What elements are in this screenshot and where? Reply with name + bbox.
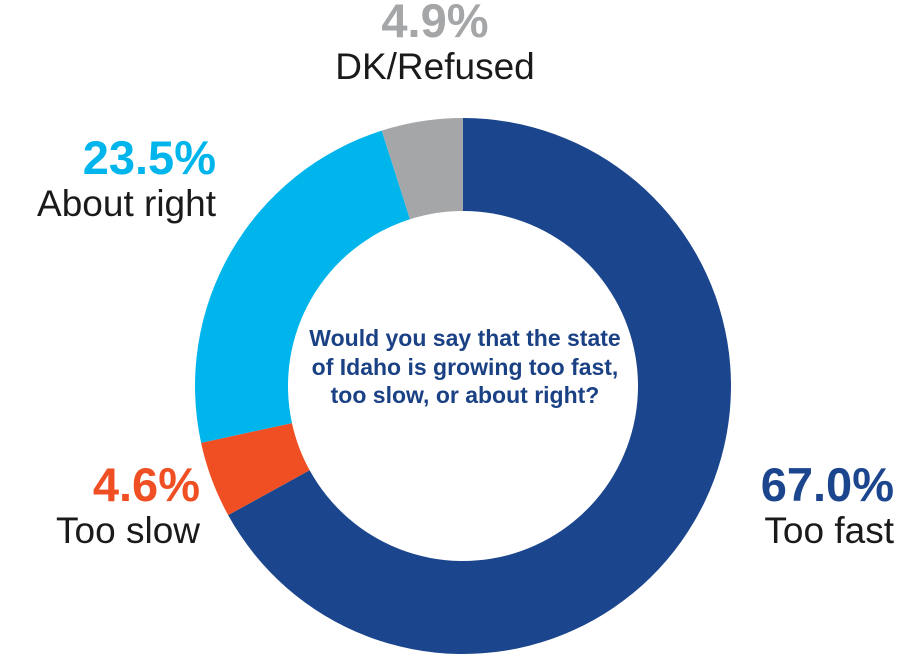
category-label-about-right: About right <box>37 183 216 224</box>
slice-label-dk-refused: 4.9% DK/Refused <box>300 0 570 88</box>
slice-label-about-right: 23.5% About right <box>0 133 216 225</box>
chart-title: Would you say that the state of Idaho is… <box>309 325 621 408</box>
value-label-too-fast: 67.0% <box>760 458 894 511</box>
donut-slices <box>195 118 731 654</box>
category-label-too-fast: Too fast <box>764 510 894 551</box>
slice-too-fast <box>228 118 731 654</box>
slice-too-slow <box>201 423 310 516</box>
value-label-too-slow: 4.6% <box>92 458 200 511</box>
slice-label-too-slow: 4.6% Too slow <box>38 460 200 552</box>
slice-label-too-fast: 67.0% Too fast <box>761 460 894 552</box>
category-label-dk-refused: DK/Refused <box>335 46 535 87</box>
value-label-dk-refused: 4.9% <box>381 0 489 47</box>
slice-dk-refused <box>381 118 463 220</box>
slice-about-right <box>195 130 410 443</box>
value-label-about-right: 23.5% <box>82 131 216 184</box>
category-label-too-slow: Too slow <box>56 510 200 551</box>
